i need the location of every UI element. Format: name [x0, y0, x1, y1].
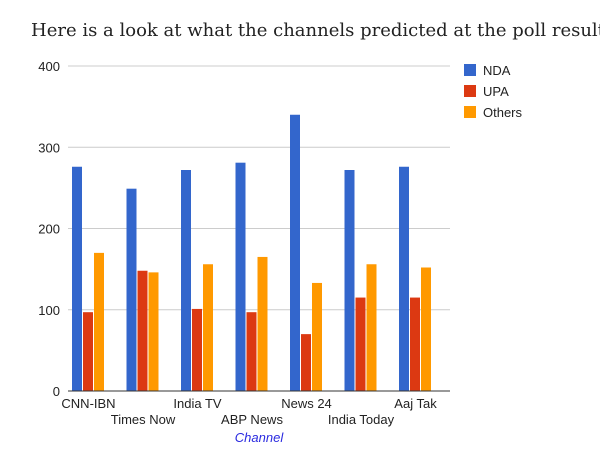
- bar-nda-news-24: [290, 114, 300, 391]
- x-tick-label: India Today: [328, 412, 395, 427]
- y-tick-label: 400: [38, 59, 60, 74]
- bar-upa-abp-news: [246, 312, 257, 391]
- bar-others-abp-news: [257, 256, 268, 391]
- bar-upa-cnn-ibn: [83, 312, 93, 391]
- y-axis-ticks: 0 100 200 300 400: [38, 59, 60, 399]
- x-axis-title: Channel: [235, 430, 285, 445]
- x-tick-label: India TV: [173, 396, 222, 411]
- bar-upa-aaj-tak: [410, 297, 420, 391]
- bar-others-aaj-tak: [421, 267, 431, 391]
- legend-label-others: Others: [483, 105, 523, 120]
- legend: NDA UPA Others: [464, 63, 523, 120]
- bar-nda-india-today: [344, 170, 355, 391]
- x-tick-label: News 24: [281, 396, 332, 411]
- bar-others-cnn-ibn: [94, 252, 104, 391]
- bar-upa-india-tv: [192, 308, 202, 391]
- legend-swatch-nda: [464, 64, 476, 76]
- y-tick-label: 0: [53, 384, 60, 399]
- y-tick-label: 100: [38, 303, 60, 318]
- x-tick-label: ABP News: [221, 412, 283, 427]
- bars: [72, 114, 431, 391]
- bar-others-times-now: [148, 272, 159, 391]
- y-tick-label: 300: [38, 140, 60, 155]
- bar-nda-times-now: [126, 188, 137, 391]
- bar-nda-aaj-tak: [399, 166, 409, 391]
- legend-label-nda: NDA: [483, 63, 511, 78]
- bar-upa-india-today: [355, 297, 366, 391]
- bar-nda-abp-news: [235, 162, 246, 391]
- bar-nda-cnn-ibn: [72, 166, 82, 391]
- x-tick-label: Times Now: [111, 412, 176, 427]
- bar-others-india-tv: [203, 264, 213, 391]
- legend-label-upa: UPA: [483, 84, 509, 99]
- bar-nda-india-tv: [181, 170, 191, 391]
- bar-others-india-today: [366, 264, 377, 391]
- x-tick-label: CNN-IBN: [61, 396, 115, 411]
- page-heading: Here is a look at what the channels pred…: [31, 20, 600, 41]
- bar-upa-times-now: [137, 270, 148, 391]
- bar-upa-news-24: [301, 334, 311, 391]
- y-tick-label: 200: [38, 222, 60, 237]
- x-tick-label: Aaj Tak: [394, 396, 437, 411]
- legend-swatch-upa: [464, 85, 476, 97]
- bar-others-news-24: [312, 282, 322, 391]
- legend-swatch-others: [464, 106, 476, 118]
